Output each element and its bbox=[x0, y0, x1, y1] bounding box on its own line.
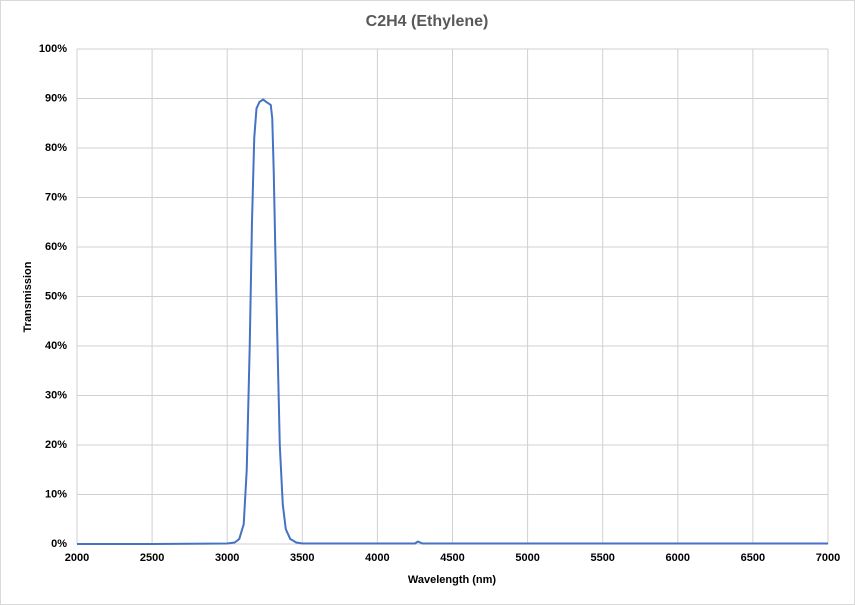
y-tick-label: 60% bbox=[45, 241, 67, 253]
x-tick-label: 6500 bbox=[741, 552, 765, 564]
x-tick-label: 6000 bbox=[666, 552, 690, 564]
y-tick-label: 40% bbox=[45, 340, 67, 352]
chart-title: C2H4 (Ethylene) bbox=[366, 13, 489, 30]
x-tick-label: 5000 bbox=[515, 552, 539, 564]
y-tick-label: 100% bbox=[39, 43, 67, 55]
x-tick-label: 4000 bbox=[365, 552, 389, 564]
x-tick-label: 5500 bbox=[590, 552, 614, 564]
y-tick-label: 10% bbox=[45, 488, 67, 500]
y-axis-label: Transmission bbox=[22, 261, 34, 332]
x-axis-label: Wavelength (nm) bbox=[408, 574, 497, 586]
y-tick-label: 90% bbox=[45, 92, 67, 104]
y-tick-label: 0% bbox=[51, 538, 67, 550]
y-tick-label: 20% bbox=[45, 439, 67, 451]
x-tick-label: 2500 bbox=[140, 552, 164, 564]
x-tick-label: 7000 bbox=[816, 552, 840, 564]
y-tick-label: 50% bbox=[45, 290, 67, 302]
y-tick-label: 80% bbox=[45, 142, 67, 154]
x-tick-label: 3000 bbox=[215, 552, 239, 564]
y-tick-label: 30% bbox=[45, 389, 67, 401]
x-tick-label: 4500 bbox=[440, 552, 464, 564]
x-tick-label: 2000 bbox=[65, 552, 89, 564]
data-line bbox=[77, 98, 828, 545]
x-tick-label: 3500 bbox=[290, 552, 314, 564]
y-tick-label: 70% bbox=[45, 191, 67, 203]
